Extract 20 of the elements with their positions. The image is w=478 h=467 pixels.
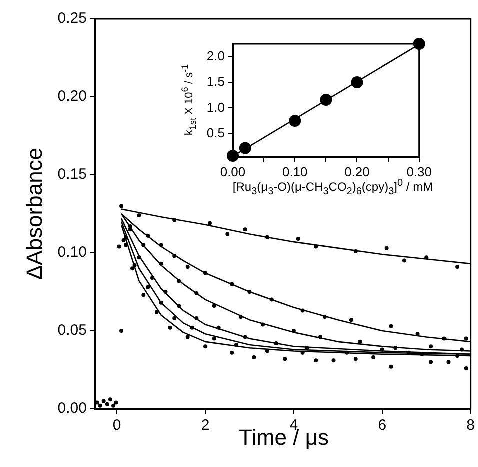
y-axis-title: ΔAbsorbance [22, 148, 48, 280]
text: [Ru$_{3}$(μ$_{3}$-O)(μ-CH$_{3}$CO$_{2}$)$_{6}$(cpy)$_{3}$]$^{0}$ / mM [232, 178, 434, 198]
y-tick-label: 0.25 [58, 10, 87, 28]
x-tick-label: 6 [378, 417, 387, 434]
x-tick-label: 0 [112, 417, 122, 434]
y-tick-label: 0.20 [58, 88, 87, 106]
y-tick-label: 0.15 [58, 166, 87, 184]
x-tick-label: 0.00 [220, 164, 246, 180]
y-tick-label: 0.10 [58, 244, 87, 262]
y-tick-label: 0.05 [58, 322, 87, 340]
x-tick-label: 0.30 [406, 164, 432, 180]
y-tick-label: 0.00 [58, 400, 87, 418]
y-tick-label: 0.5 [206, 125, 225, 140]
y-tick-label: 1.0 [206, 100, 225, 115]
x-tick-label: 0.20 [344, 164, 370, 180]
y-tick-label: 2.0 [206, 48, 225, 64]
x-tick-label: 8 [466, 417, 475, 434]
x-tick-label: 2 [201, 417, 210, 434]
y-tick-label: 1.5 [206, 74, 225, 90]
x-tick-label: 0.10 [282, 164, 308, 180]
